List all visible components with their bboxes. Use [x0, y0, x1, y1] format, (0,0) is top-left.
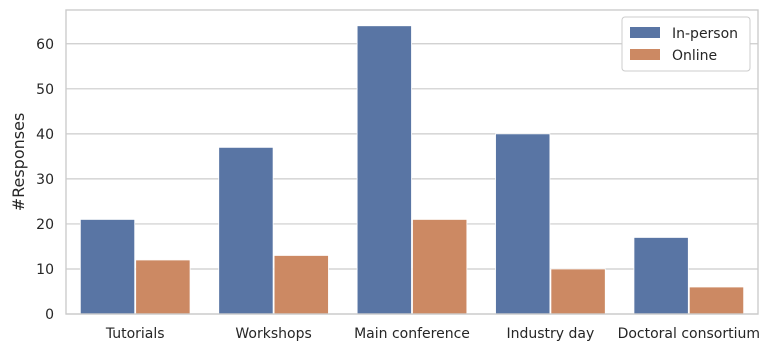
bars — [79, 25, 745, 315]
x-tick-label: Main conference — [354, 326, 470, 342]
x-tick-labels: Tutorials Workshops Main conference Industr… — [105, 326, 759, 342]
bar-online-industry-day — [550, 268, 606, 315]
legend-swatch — [630, 27, 660, 38]
bar-online-workshops — [273, 255, 329, 315]
bar-online-doctoral-consortium — [688, 286, 745, 315]
x-tick-label: Industry day — [507, 326, 595, 342]
y-tick-label: 40 — [36, 127, 54, 143]
y-tick-labels: 0 10 20 30 40 50 60 — [36, 37, 54, 323]
y-tick-label: 30 — [36, 172, 54, 188]
y-tick-label: 20 — [36, 217, 54, 233]
legend-label: In-person — [672, 26, 738, 42]
y-tick-label: 10 — [36, 262, 54, 278]
bar-in-person-workshops — [218, 146, 274, 315]
y-axis-label: #Responses — [9, 113, 28, 212]
x-tick-label: Doctoral consortium — [618, 326, 759, 342]
legend-label: Online — [672, 48, 717, 64]
x-tick-label: Tutorials — [105, 326, 165, 342]
bar-online-main-conference — [412, 219, 468, 315]
plot-frame — [65, 9, 759, 315]
bar-in-person-main-conference — [356, 25, 412, 315]
legend: In-person Online — [621, 16, 751, 72]
bar-in-person-doctoral-consortium — [633, 237, 689, 315]
legend-swatch — [630, 49, 660, 60]
bar-in-person-tutorials — [79, 219, 136, 315]
x-tick-label: Workshops — [235, 326, 311, 342]
y-tick-label: 50 — [36, 82, 54, 98]
bar-in-person-industry-day — [495, 133, 551, 315]
bar-online-tutorials — [135, 259, 191, 315]
y-tick-label: 60 — [36, 37, 54, 53]
y-tick-label: 0 — [45, 307, 54, 323]
